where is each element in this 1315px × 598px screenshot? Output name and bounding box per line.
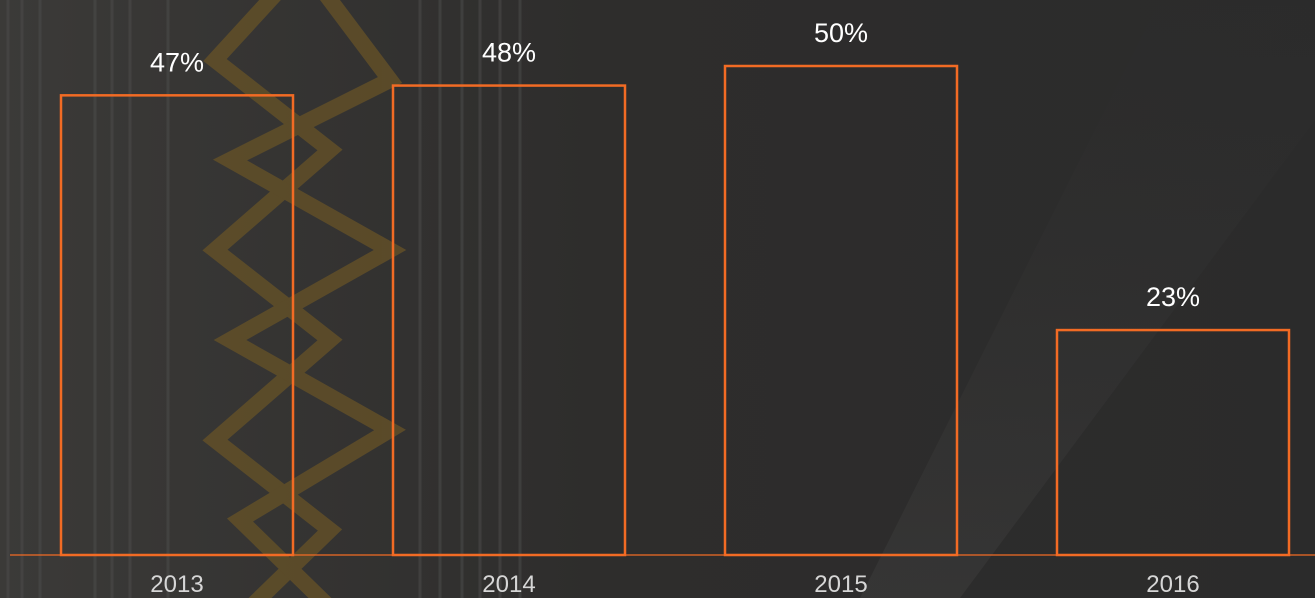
scissor-lift [202,0,407,598]
bar-2016 [1055,328,1291,557]
bar-2014 [391,84,627,557]
bar-2015 [723,64,959,557]
data-label-2015: 50% [814,18,868,48]
wall-slats [6,0,522,598]
x-tick-label-2014: 2014 [482,571,535,598]
x-tick-label-2015: 2015 [814,571,867,598]
x-tick-labels-group: 2013 2014 2015 2016 [150,571,1199,598]
bar-2013 [59,94,295,557]
x-tick-label-2013: 2013 [150,571,203,598]
x-tick-label-2016: 2016 [1146,571,1199,598]
light-beam [860,0,1315,598]
data-label-2014: 48% [482,38,536,68]
data-label-2016: 23% [1146,282,1200,312]
data-labels-group: 47% 48% 50% 23% [150,18,1200,312]
bars-group [59,64,1291,557]
data-label-2013: 47% [150,47,204,77]
